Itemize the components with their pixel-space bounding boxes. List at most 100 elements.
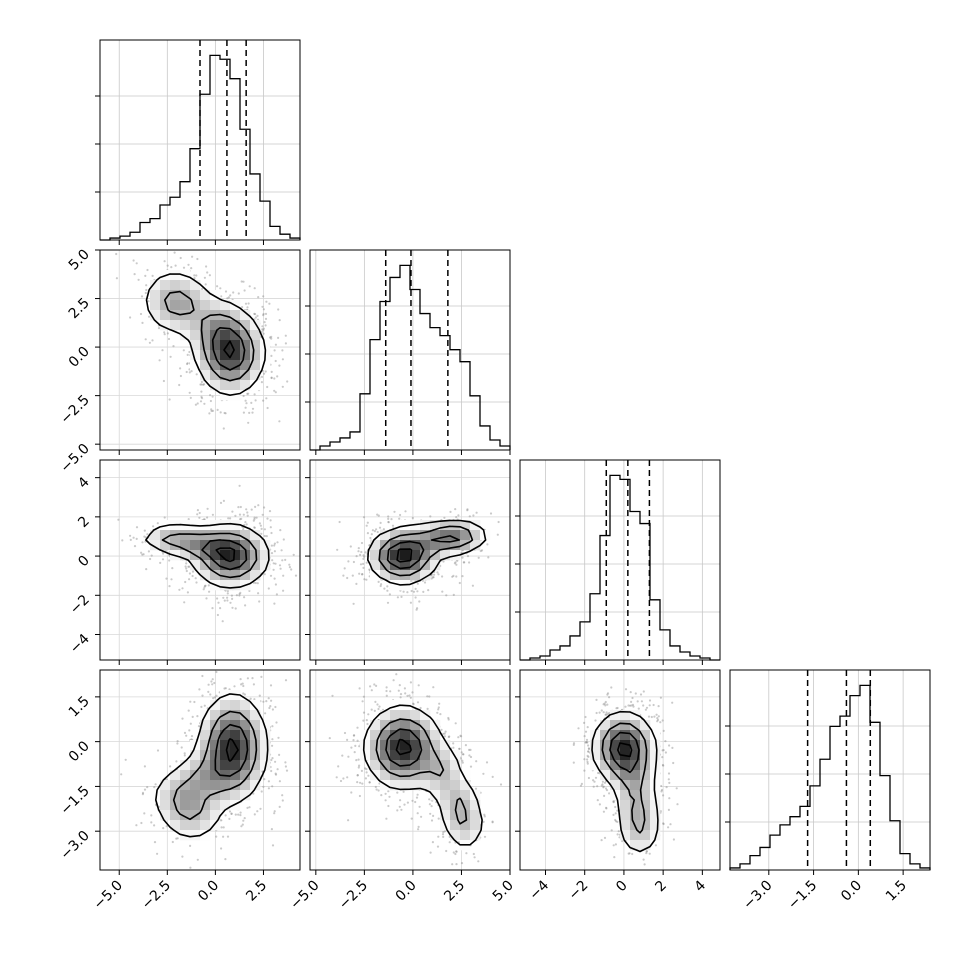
density-cell: [240, 380, 251, 391]
sample-point: [183, 752, 186, 755]
sample-point: [226, 592, 229, 595]
sample-point: [263, 534, 266, 538]
histogram-panel-1: [305, 249, 511, 455]
sample-point: [376, 513, 379, 516]
sample-point: [468, 515, 471, 518]
sample-point: [263, 778, 266, 781]
y-tick-label: −3.0: [57, 828, 92, 863]
sample-point: [194, 403, 197, 406]
sample-point: [181, 587, 184, 590]
density-cell: [190, 540, 201, 551]
density-cell: [170, 770, 181, 781]
sample-point: [173, 251, 176, 254]
sample-point: [157, 327, 161, 330]
density-cell: [150, 300, 161, 311]
sample-point: [277, 308, 280, 311]
sample-point: [209, 399, 212, 403]
density-cell: [220, 320, 231, 331]
sample-point: [208, 412, 211, 415]
density-cell: [230, 760, 241, 771]
sample-point: [222, 835, 225, 838]
density-cell: [160, 280, 171, 291]
sample-point: [361, 782, 364, 785]
sample-point: [396, 809, 399, 812]
sample-point: [414, 587, 417, 591]
sample-point: [258, 694, 261, 697]
sample-point: [371, 529, 374, 532]
sample-point: [156, 852, 159, 855]
sample-point: [402, 790, 405, 793]
sample-point: [285, 769, 289, 772]
sample-point: [278, 805, 281, 809]
sample-point: [239, 518, 242, 521]
sample-point: [274, 359, 277, 363]
histogram-step: [520, 474, 720, 661]
sample-point: [273, 542, 276, 545]
sample-point: [211, 607, 214, 610]
density-cell: [170, 290, 181, 301]
sample-point: [196, 509, 199, 512]
sample-point: [278, 420, 281, 423]
density-cell: [400, 550, 411, 561]
sample-point: [359, 563, 363, 566]
sample-point: [386, 585, 389, 588]
sample-point: [162, 827, 165, 830]
sample-point: [392, 679, 395, 682]
sample-point: [141, 541, 144, 544]
sample-point: [183, 754, 186, 757]
sample-point: [377, 707, 380, 711]
sample-point: [279, 567, 282, 570]
sample-point: [442, 560, 445, 563]
sample-point: [441, 575, 444, 578]
sample-point: [274, 343, 277, 346]
sample-point: [281, 385, 284, 388]
sample-point: [219, 607, 222, 610]
contour-3: [223, 340, 235, 359]
sample-point: [379, 521, 382, 525]
sample-point: [429, 812, 432, 815]
sample-point: [248, 285, 251, 288]
sample-point: [416, 793, 419, 796]
density-cell: [210, 340, 221, 351]
sample-point: [271, 744, 274, 747]
density-cell: [230, 320, 241, 331]
sample-point: [135, 526, 139, 529]
sample-point: [414, 800, 417, 804]
sample-point: [369, 536, 372, 540]
sample-point: [358, 794, 361, 798]
density-cell: [180, 800, 191, 811]
density-cell: [200, 780, 211, 791]
sample-point: [201, 674, 204, 678]
sample-point: [262, 312, 265, 316]
sample-point: [398, 517, 401, 520]
density-cell: [180, 790, 191, 801]
density-cell: [170, 310, 181, 321]
sample-point: [284, 342, 287, 345]
sample-point: [141, 321, 144, 324]
density-cell: [220, 330, 231, 341]
sample-point: [220, 819, 223, 822]
sample-point: [211, 513, 214, 516]
sample-point: [391, 524, 395, 527]
sample-point: [274, 391, 277, 394]
sample-point: [169, 355, 172, 358]
density-cell: [410, 530, 421, 541]
sample-point: [237, 506, 240, 509]
sample-point: [231, 606, 234, 609]
density-cell: [160, 310, 171, 321]
density-cell: [250, 700, 261, 711]
sample-point: [191, 255, 194, 258]
sample-point: [252, 519, 255, 522]
density-cell: [210, 300, 221, 311]
sample-point: [224, 858, 227, 861]
sample-point: [375, 528, 378, 531]
sample-point: [365, 768, 368, 771]
sample-point: [452, 742, 455, 745]
y-tick-label: −1.5: [57, 783, 92, 818]
sample-point: [226, 589, 229, 593]
density-cell: [230, 370, 241, 381]
y-tick-label: 4: [75, 474, 93, 492]
sample-point: [256, 314, 259, 317]
sample-point: [274, 562, 277, 565]
